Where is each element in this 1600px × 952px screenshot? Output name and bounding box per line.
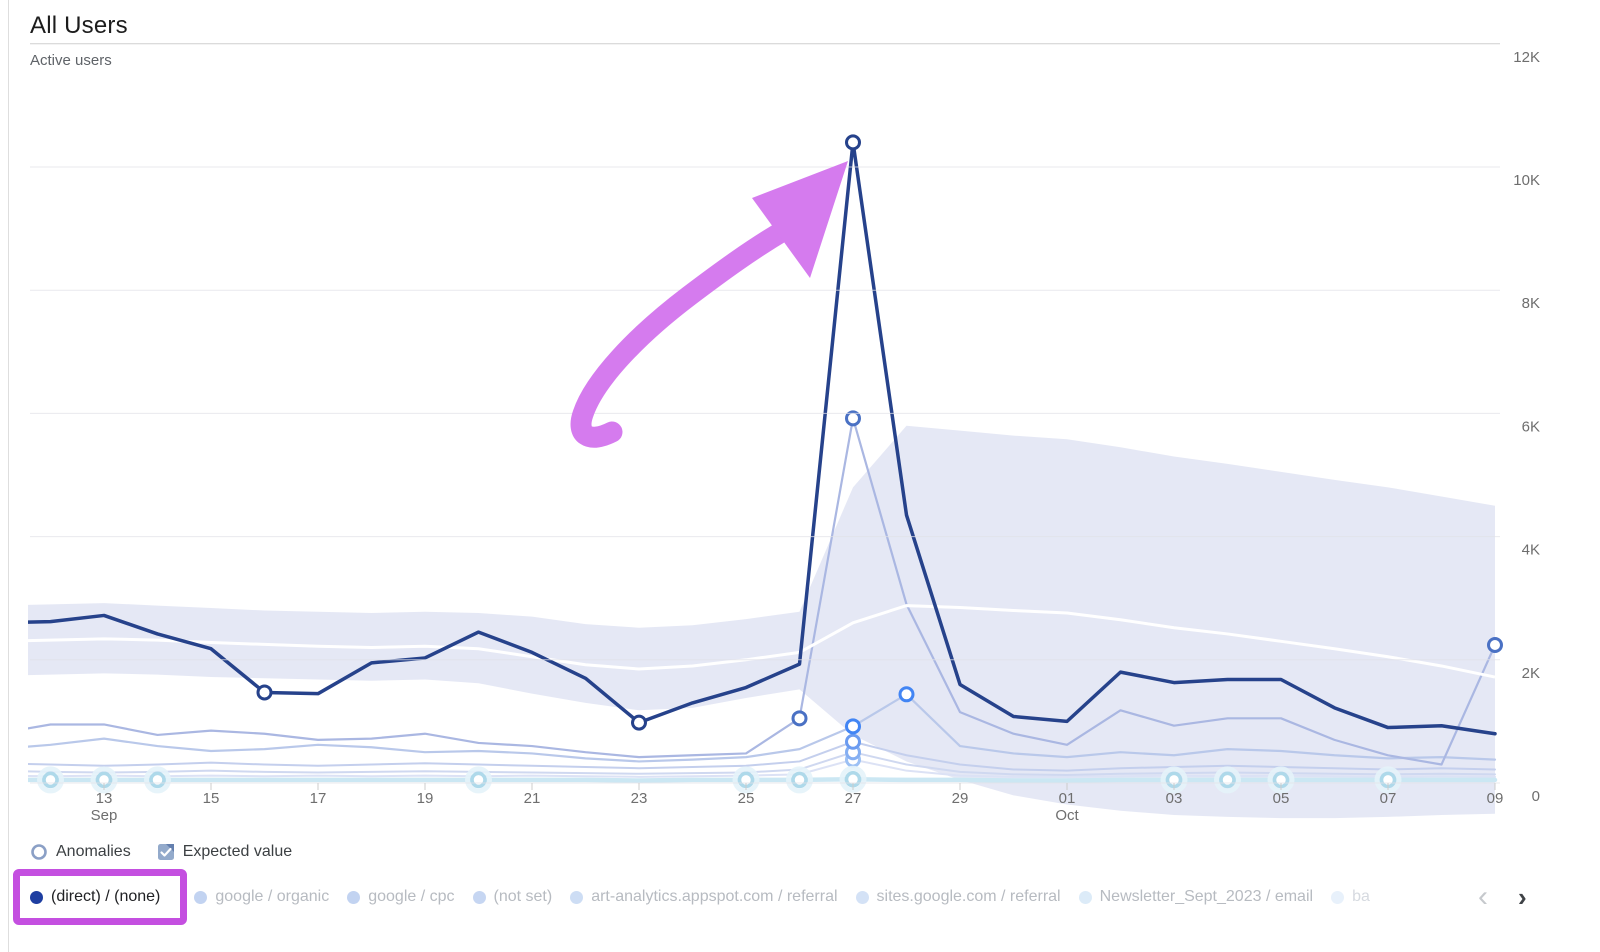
x-axis-label-29: 29 xyxy=(952,790,969,807)
y-axis-label-0: 0 xyxy=(1532,788,1540,805)
anomaly-marker-glow xyxy=(37,766,64,794)
anomaly-circle-icon xyxy=(31,844,47,860)
legend-label-sites-google-referral: sites.google.com / referral xyxy=(876,888,1061,905)
legend-item-partial-item[interactable]: ba xyxy=(1331,888,1370,906)
legend-item-sites-google-referral[interactable]: sites.google.com / referral xyxy=(855,888,1061,906)
anomaly-marker-glow xyxy=(1267,766,1295,794)
plot-area xyxy=(28,134,1503,819)
x-axis-label-17: 17 xyxy=(310,790,327,807)
anomaly-marker xyxy=(845,410,861,427)
y-axis-label-8K: 8K xyxy=(1522,295,1540,312)
anomaly-marker-glow xyxy=(144,766,171,794)
legend-dot-art-analytics-referral xyxy=(570,890,584,904)
x-axis-label-19: 19 xyxy=(417,790,434,807)
anomaly-marker-glow xyxy=(839,765,867,793)
anomaly-marker-glow xyxy=(90,766,118,794)
x-axis-label-01: 01 Oct xyxy=(1055,790,1079,824)
expected-value-checkbox-icon xyxy=(157,844,174,860)
series-line-google-cpc xyxy=(28,693,1497,763)
x-axis-label-05: 05 xyxy=(1273,790,1290,807)
legend-label-partial-item: ba xyxy=(1352,888,1370,905)
y-axis-label-2K: 2K xyxy=(1522,665,1540,682)
anomaly-marker xyxy=(42,771,59,789)
x-axis-label-13: 13 Sep xyxy=(91,790,118,824)
legend-label-google-organic: google / organic xyxy=(215,888,330,905)
anomaly-marker xyxy=(1487,637,1503,654)
chart-options-row: Anomalies Expected value xyxy=(30,843,292,861)
x-axis-label-09: 09 xyxy=(1487,790,1504,807)
legend-item-google-cpc[interactable]: google / cpc xyxy=(347,888,455,906)
legend-dot-sites-google-referral xyxy=(855,890,869,904)
anomaly-marker xyxy=(791,710,808,727)
legend-item-not-set[interactable]: (not set) xyxy=(472,888,553,906)
legend-dot-newsletter-email xyxy=(1078,890,1092,904)
anomalies-label: Anomalies xyxy=(56,843,131,860)
x-axis-label-03: 03 xyxy=(1166,790,1183,807)
legend-dot-google-cpc xyxy=(347,890,361,904)
anomaly-marker xyxy=(470,771,487,789)
anomaly-marker-glow xyxy=(1160,766,1188,794)
anomaly-marker xyxy=(1219,771,1236,789)
anomaly-marker-glow xyxy=(732,766,760,794)
legend-prev-button[interactable]: ‹ xyxy=(1478,880,1488,913)
anomaly-marker-glow xyxy=(786,766,813,794)
legend-label-google-cpc: google / cpc xyxy=(368,888,455,905)
legend-dot-not-set xyxy=(472,890,486,904)
anomalies-toggle[interactable]: Anomalies xyxy=(30,843,131,861)
series-line-google-organic xyxy=(28,417,1497,766)
anomaly-marker xyxy=(149,771,166,789)
y-axis-label-12K: 12K xyxy=(1513,49,1540,66)
expected-value-toggle[interactable]: Expected value xyxy=(157,843,292,861)
expected-value-label: Expected value xyxy=(182,843,293,860)
legend-dot-partial-item xyxy=(1331,890,1345,904)
anomaly-marker xyxy=(845,733,861,750)
legend-next-button[interactable]: › xyxy=(1518,882,1527,912)
legend-item-newsletter-email[interactable]: Newsletter_Sept_2023 / email xyxy=(1078,888,1314,906)
anomaly-marker xyxy=(898,686,915,703)
legend-label-art-analytics-referral: art-analytics.appspot.com / referral xyxy=(591,888,838,905)
page-edge-divider xyxy=(8,0,9,952)
anomaly-marker xyxy=(845,718,861,735)
series-line--direct-none- xyxy=(28,140,1497,736)
legend-label-direct-none: (direct) / (none) xyxy=(51,888,161,905)
anomaly-marker xyxy=(845,134,861,151)
x-axis-label-21: 21 xyxy=(524,790,541,807)
x-axis-label-25: 25 xyxy=(738,790,755,807)
y-axis-label-6K: 6K xyxy=(1522,418,1540,435)
page-title: All Users xyxy=(30,12,128,39)
anomaly-marker-glow xyxy=(1374,766,1402,794)
x-axis-label-15: 15 xyxy=(203,790,220,807)
anomaly-marker xyxy=(256,684,273,701)
anomaly-marker xyxy=(791,771,808,789)
legend-label-newsletter-email: Newsletter_Sept_2023 / email xyxy=(1099,888,1314,905)
x-axis-label-27: 27 xyxy=(845,790,862,807)
anomaly-marker xyxy=(631,714,647,731)
chart-metric-label: Active users xyxy=(30,52,112,69)
legend-label-not-set: (not set) xyxy=(493,888,553,905)
x-axis-label-07: 07 xyxy=(1380,790,1397,807)
legend-dot-direct-none xyxy=(30,890,43,904)
legend-dot-google-organic xyxy=(194,890,208,904)
expected-value-band xyxy=(28,425,1495,819)
legend-item-google-organic[interactable]: google / organic xyxy=(194,888,329,906)
series-line--not-set- xyxy=(28,740,1496,772)
y-axis-label-4K: 4K xyxy=(1522,542,1540,559)
y-axis-label-10K: 10K xyxy=(1513,172,1540,189)
annotation-arrow xyxy=(570,161,848,448)
legend-item-direct-none[interactable]: (direct) / (none) xyxy=(30,888,160,906)
anomaly-marker-glow xyxy=(1214,766,1241,794)
series-legend: (direct) / (none) google / organic google … xyxy=(30,876,1460,918)
legend-item-art-analytics-referral[interactable]: art-analytics.appspot.com / referral xyxy=(570,888,838,906)
anomaly-marker-glow xyxy=(465,766,492,794)
x-axis-label-23: 23 xyxy=(631,790,648,807)
